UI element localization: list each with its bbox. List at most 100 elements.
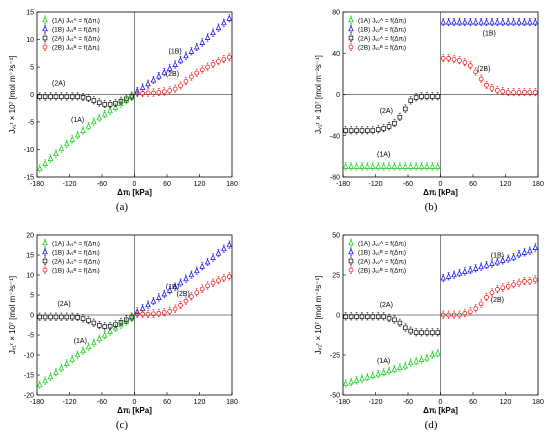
x-tick-label: 60 <box>163 399 171 406</box>
data-point-1B <box>500 18 506 25</box>
data-point-2A <box>430 330 435 335</box>
data-point-1A <box>69 135 75 142</box>
data-point-2B <box>511 90 516 95</box>
data-point-2A <box>413 95 419 100</box>
data-point-1A <box>96 335 103 342</box>
data-point-1A <box>380 163 387 169</box>
x-tick-label: -120 <box>62 399 76 406</box>
data-point-2A <box>97 323 102 328</box>
legend-label: (2A) Jᵥ₁ᴬ = f(Δπᵢ) <box>52 258 100 266</box>
legend-marker-2A <box>348 258 354 264</box>
data-point-2B <box>511 282 516 287</box>
data-point-1A <box>96 114 103 121</box>
y-tick-label: 0 <box>336 92 340 99</box>
legend-marker-2A <box>348 35 354 41</box>
data-point-2B <box>210 61 216 67</box>
data-point-1A <box>80 347 86 354</box>
data-point-2B <box>199 67 205 73</box>
x-tick-label: -180 <box>30 399 44 406</box>
data-point-1B <box>183 52 189 59</box>
x-axis-label: Δπᵢ [kPa] <box>423 188 458 197</box>
data-point-1A <box>42 160 48 166</box>
data-point-2A <box>381 314 386 319</box>
data-point-1A <box>391 365 398 372</box>
data-point-1A <box>413 163 419 169</box>
legend-marker-1A <box>42 16 48 23</box>
data-point-2A <box>53 314 59 320</box>
data-point-1B <box>467 266 474 273</box>
x-tick-label: 180 <box>226 399 238 406</box>
y-tick-label: 0 <box>30 313 34 320</box>
x-tick-label: 120 <box>500 399 512 406</box>
y-tick-label: -25 <box>330 353 340 360</box>
data-point-2B <box>484 295 489 300</box>
x-tick-label: 60 <box>469 181 477 188</box>
data-point-2A <box>80 316 86 321</box>
data-point-1A <box>402 163 409 169</box>
data-point-2A <box>392 317 397 323</box>
data-point-2B <box>199 286 205 292</box>
panel-label: (b) <box>425 201 438 213</box>
data-point-2A <box>435 330 441 335</box>
data-point-1A <box>47 373 54 380</box>
x-tick-label: 120 <box>194 399 206 406</box>
x-tick-label: -180 <box>336 399 350 406</box>
panel-label: (a) <box>116 201 129 213</box>
series-1B <box>440 243 539 282</box>
legend-label: (2A) Jᵥ₁ᴬ = f(Δπᵢ) <box>52 35 100 43</box>
data-point-1B <box>161 290 168 297</box>
data-point-1A <box>74 351 81 358</box>
data-point-2A <box>348 314 354 319</box>
data-point-1B <box>188 47 195 54</box>
series-annotation: (2A) <box>57 301 70 308</box>
y-tick-label: -10 <box>24 353 34 360</box>
data-point-1A <box>380 368 387 375</box>
x-axis-label: Δπᵢ [kPa] <box>423 406 458 415</box>
legend-label: (2B) Jᵥ₂ᴮ = f(Δπᵢ) <box>358 268 406 275</box>
data-point-1A <box>359 163 365 169</box>
y-tick-label: -15 <box>24 175 34 182</box>
data-point-2B <box>194 290 200 295</box>
data-point-1A <box>53 368 59 375</box>
legend-label: (1A) Jᵥ₂ᴬ = f(Δπᵢ) <box>358 17 406 25</box>
data-point-1A <box>74 131 81 138</box>
data-point-2B <box>205 64 210 70</box>
data-point-1A <box>364 373 371 380</box>
data-point-2A <box>69 94 75 99</box>
x-axis-label: Δπᵢ [kPa] <box>117 406 152 415</box>
data-point-2A <box>430 94 435 99</box>
data-point-2A <box>53 94 59 99</box>
legend-marker-2B <box>42 44 48 50</box>
data-point-1A <box>91 339 97 346</box>
x-tick-label: -120 <box>368 399 382 406</box>
data-point-1B <box>139 84 146 91</box>
chart-panel-b: -180 -120 -60 0 60 120 180 -80 -40 0 40 80 Δπᵢ [kPa]… <box>314 10 544 214</box>
legend-label: (1A) Jᵥ₁ᴬ = f(Δπᵢ) <box>52 240 100 248</box>
y-axis-label: Jᵥ₂ʳ × 10⁷ [mol m⁻²s⁻¹] <box>314 55 323 134</box>
panel-label: (c) <box>116 419 129 431</box>
series-2B <box>440 275 538 319</box>
x-tick-label: -60 <box>97 399 107 406</box>
data-point-2A <box>403 325 408 331</box>
data-point-1B <box>445 272 452 279</box>
data-point-2A <box>359 314 365 319</box>
data-point-2B <box>527 279 533 284</box>
data-point-1B <box>172 61 178 67</box>
y-axis-label: Jᵥ₁ʳ × 10⁷ [mol m⁻²s⁻¹] <box>8 276 17 354</box>
data-point-1B <box>478 263 484 270</box>
data-point-1A <box>36 381 43 388</box>
series-annotation: (1B) <box>491 252 504 259</box>
data-point-1B <box>204 34 211 41</box>
data-point-1A <box>402 362 409 369</box>
legend-label: (2B) Jᵥ₁ᴮ = f(Δπᵢ) <box>52 45 100 52</box>
x-tick-label: 0 <box>439 399 443 406</box>
series-2B <box>440 54 538 97</box>
data-point-1A <box>418 356 425 362</box>
data-point-1B <box>145 301 151 308</box>
legend: (1A) Jᵥ₂ᴬ = f(Δπᵢ) (1B) Jᵥ₂ᴮ = f(Δπᵢ)(2A)… <box>348 15 406 52</box>
data-point-1A <box>391 163 398 169</box>
data-point-1B <box>221 19 227 26</box>
data-point-2B <box>221 56 227 62</box>
data-point-1A <box>407 163 414 169</box>
data-point-2B <box>205 283 210 289</box>
